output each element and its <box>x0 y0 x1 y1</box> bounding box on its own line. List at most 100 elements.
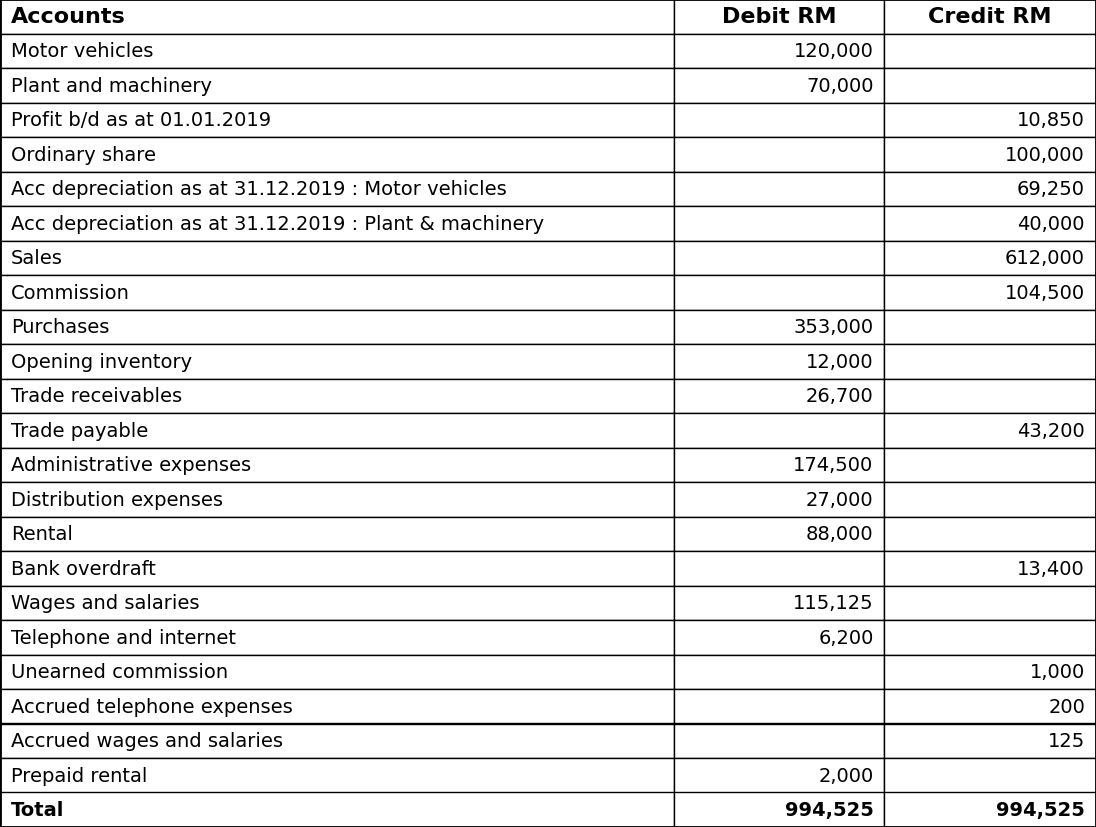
Text: Rental: Rental <box>11 524 72 543</box>
Bar <box>0 620 674 655</box>
Bar <box>884 0 1096 35</box>
Text: 6,200: 6,200 <box>818 628 874 647</box>
Text: Commission: Commission <box>11 284 129 303</box>
Bar <box>0 792 674 827</box>
Bar <box>0 379 674 414</box>
Text: 88,000: 88,000 <box>806 524 874 543</box>
Bar <box>0 0 674 35</box>
Text: 994,525: 994,525 <box>785 801 874 820</box>
Text: Accounts: Accounts <box>11 7 126 27</box>
Text: 994,525: 994,525 <box>996 801 1085 820</box>
Bar <box>674 758 884 792</box>
Text: 174,500: 174,500 <box>794 456 874 475</box>
Text: 10,850: 10,850 <box>1017 111 1085 130</box>
Bar <box>674 448 884 482</box>
Text: 13,400: 13,400 <box>1017 559 1085 578</box>
Bar <box>674 172 884 207</box>
Text: 104,500: 104,500 <box>1005 284 1085 303</box>
Bar <box>674 207 884 241</box>
Text: Ordinary share: Ordinary share <box>11 146 156 165</box>
Bar <box>674 689 884 724</box>
Text: Prepaid rental: Prepaid rental <box>11 766 147 785</box>
Bar <box>0 345 674 379</box>
Bar <box>884 448 1096 482</box>
Text: 120,000: 120,000 <box>794 42 874 61</box>
Text: Accrued wages and salaries: Accrued wages and salaries <box>11 731 283 750</box>
Text: 1,000: 1,000 <box>1030 662 1085 681</box>
Bar <box>674 69 884 103</box>
Text: 2,000: 2,000 <box>819 766 874 785</box>
Text: 353,000: 353,000 <box>794 318 874 337</box>
Text: Plant and machinery: Plant and machinery <box>11 77 212 96</box>
Text: Wages and salaries: Wages and salaries <box>11 594 199 613</box>
Text: Credit RM: Credit RM <box>928 7 1052 27</box>
Bar <box>884 586 1096 620</box>
Bar <box>884 275 1096 310</box>
Bar <box>0 655 674 689</box>
Bar <box>0 241 674 275</box>
Text: 40,000: 40,000 <box>1017 214 1085 233</box>
Bar <box>674 138 884 172</box>
Text: Acc depreciation as at 31.12.2019 : Motor vehicles: Acc depreciation as at 31.12.2019 : Moto… <box>11 180 506 199</box>
Bar <box>0 517 674 552</box>
Bar <box>884 310 1096 345</box>
Bar <box>884 345 1096 379</box>
Bar <box>884 241 1096 275</box>
Text: 115,125: 115,125 <box>792 594 874 613</box>
Text: 27,000: 27,000 <box>806 490 874 509</box>
Bar <box>0 69 674 103</box>
Text: 612,000: 612,000 <box>1005 249 1085 268</box>
Bar <box>884 35 1096 69</box>
Text: Distribution expenses: Distribution expenses <box>11 490 222 509</box>
Text: Debit RM: Debit RM <box>722 7 836 27</box>
Text: 125: 125 <box>1048 731 1085 750</box>
Bar <box>0 35 674 69</box>
Bar <box>0 275 674 310</box>
Bar <box>674 482 884 517</box>
Bar <box>884 172 1096 207</box>
Bar <box>674 414 884 448</box>
Bar <box>674 724 884 758</box>
Bar <box>674 620 884 655</box>
Text: Opening inventory: Opening inventory <box>11 352 192 371</box>
Bar <box>0 586 674 620</box>
Text: 100,000: 100,000 <box>1005 146 1085 165</box>
Text: 26,700: 26,700 <box>806 387 874 406</box>
Bar <box>884 689 1096 724</box>
Bar <box>884 655 1096 689</box>
Bar <box>0 724 674 758</box>
Text: 43,200: 43,200 <box>1017 421 1085 440</box>
Bar <box>884 792 1096 827</box>
Text: Telephone and internet: Telephone and internet <box>11 628 236 647</box>
Bar <box>884 207 1096 241</box>
Bar <box>674 517 884 552</box>
Text: Administrative expenses: Administrative expenses <box>11 456 251 475</box>
Bar <box>0 689 674 724</box>
Text: Sales: Sales <box>11 249 62 268</box>
Bar <box>0 310 674 345</box>
Bar <box>884 138 1096 172</box>
Text: Total: Total <box>11 801 65 820</box>
Bar <box>674 241 884 275</box>
Bar <box>884 379 1096 414</box>
Bar <box>0 758 674 792</box>
Text: 12,000: 12,000 <box>806 352 874 371</box>
Bar <box>674 586 884 620</box>
Bar <box>674 379 884 414</box>
Bar <box>674 35 884 69</box>
Bar <box>0 414 674 448</box>
Bar <box>884 103 1096 138</box>
Bar <box>0 207 674 241</box>
Text: Bank overdraft: Bank overdraft <box>11 559 156 578</box>
Bar <box>0 448 674 482</box>
Text: 200: 200 <box>1048 697 1085 716</box>
Text: Profit b/d as at 01.01.2019: Profit b/d as at 01.01.2019 <box>11 111 271 130</box>
Text: Trade receivables: Trade receivables <box>11 387 182 406</box>
Text: Purchases: Purchases <box>11 318 110 337</box>
Bar <box>674 103 884 138</box>
Bar <box>0 138 674 172</box>
Bar <box>674 310 884 345</box>
Text: Accrued telephone expenses: Accrued telephone expenses <box>11 697 293 716</box>
Bar <box>884 69 1096 103</box>
Bar <box>884 758 1096 792</box>
